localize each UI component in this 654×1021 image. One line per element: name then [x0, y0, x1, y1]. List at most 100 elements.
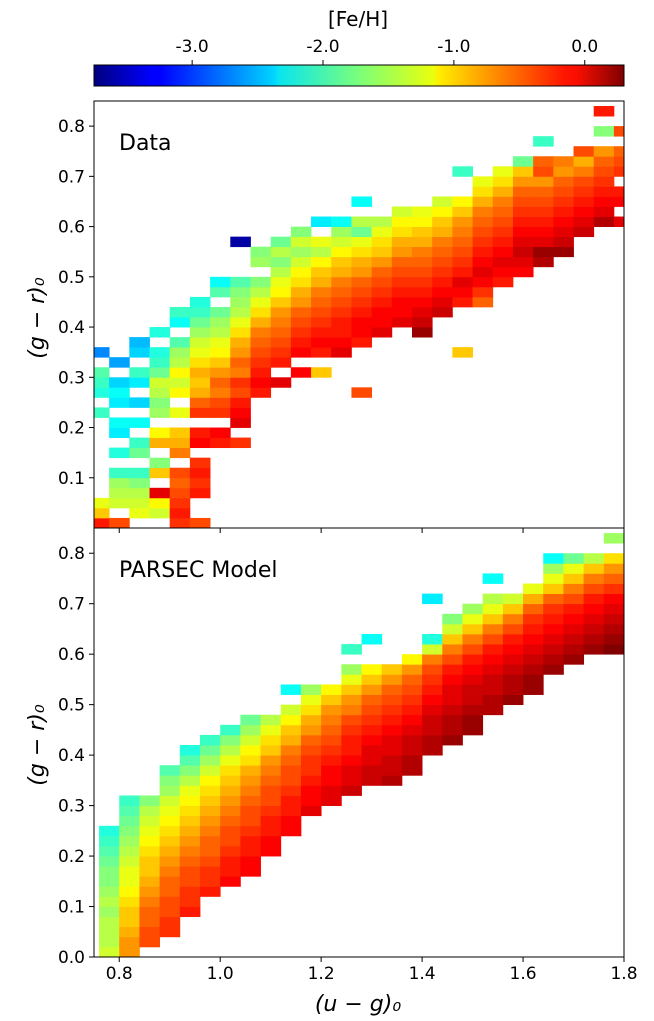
heatmap-cell — [129, 487, 150, 499]
heatmap-cell — [109, 397, 130, 408]
heatmap-cell — [169, 407, 191, 418]
heatmap-cell — [139, 866, 161, 877]
heatmap-cell — [240, 724, 261, 736]
heatmap-cell — [99, 866, 120, 877]
heatmap-cell — [502, 613, 524, 625]
heatmap-cell — [109, 467, 130, 479]
heatmap-cell — [270, 266, 292, 278]
heatmap-cells-parsec — [99, 533, 625, 958]
heatmap-cell — [159, 765, 181, 776]
heatmap-cell — [169, 487, 191, 499]
heatmap-cell — [462, 654, 484, 665]
heatmap-cell — [300, 704, 322, 716]
heatmap-cell — [523, 674, 544, 685]
heatmap-cell — [502, 654, 524, 665]
heatmap-cell — [543, 623, 564, 635]
heatmap-cell — [331, 317, 352, 328]
heatmap-cell — [583, 644, 605, 655]
heatmap-cell — [512, 186, 534, 197]
heatmap-cell — [543, 603, 564, 615]
heatmap-cell — [603, 633, 625, 645]
y-tick-label: 0.6 — [58, 218, 85, 238]
heatmap-cell — [523, 664, 544, 675]
heatmap-cell — [260, 845, 282, 857]
heatmap-cell — [422, 704, 443, 716]
heatmap-cell — [422, 745, 443, 756]
heatmap-cell — [401, 654, 423, 665]
heatmap-cell — [311, 246, 332, 258]
heatmap-cell — [230, 337, 251, 348]
heatmap-cell — [220, 745, 241, 756]
heatmap-cell — [210, 357, 231, 368]
heatmap-cell — [563, 583, 585, 595]
x-ticks-parsec: 0.8 1.0 1.2 1.4 1.6 1.8 — [106, 957, 638, 984]
heatmap-cell — [200, 805, 221, 817]
heatmap-cell — [482, 664, 504, 675]
heatmap-cell — [220, 876, 241, 887]
heatmap-cell — [230, 317, 251, 328]
heatmap-cell — [563, 644, 585, 655]
heatmap-cell — [482, 654, 504, 665]
heatmap-cell — [512, 196, 534, 207]
heatmap-cell — [583, 563, 605, 574]
colorbar-tick-label: 0.0 — [571, 37, 598, 57]
heatmap-cell — [189, 477, 211, 489]
heatmap-cell — [119, 886, 140, 897]
heatmap-cell — [240, 714, 261, 726]
heatmap-cell — [472, 256, 494, 268]
heatmap-cell — [230, 296, 251, 308]
heatmap-cell — [462, 613, 484, 625]
heatmap-cell — [139, 795, 161, 806]
heatmap-cell — [139, 805, 161, 817]
heatmap-cell — [502, 644, 524, 655]
heatmap-cell — [482, 644, 504, 655]
heatmap-cell — [331, 216, 352, 227]
heatmap-cell — [391, 266, 413, 278]
heatmap-cell — [472, 276, 494, 288]
heatmap-cell — [603, 613, 625, 625]
heatmap-cell — [593, 156, 615, 167]
heatmap-cell — [482, 613, 504, 625]
heatmap-cell — [99, 825, 120, 837]
heatmap-cell — [250, 367, 272, 378]
heatmap-cell — [99, 845, 120, 857]
heatmap-cell — [563, 593, 585, 605]
heatmap-cell — [452, 266, 473, 278]
heatmap-cell — [361, 724, 383, 736]
heatmap-cell — [492, 166, 514, 177]
heatmap-cell — [169, 467, 191, 479]
heatmap-cell — [240, 795, 261, 806]
heatmap-cell — [462, 633, 484, 645]
heatmap-cell — [573, 156, 595, 167]
heatmap-cell — [371, 226, 393, 238]
heatmap-cell — [432, 216, 453, 227]
heatmap-cell — [139, 896, 161, 907]
heatmap-cell — [139, 936, 161, 948]
heatmap-cell — [391, 216, 413, 227]
heatmap-cell — [119, 866, 140, 877]
heatmap-cell — [593, 186, 615, 197]
heatmap-cell — [129, 507, 150, 519]
heatmap-cell — [492, 276, 514, 288]
heatmap-cell — [371, 236, 393, 248]
heatmap-cell — [179, 795, 201, 806]
heatmap-cell — [230, 347, 251, 358]
heatmap-cell — [179, 856, 201, 867]
heatmap-cell — [533, 186, 554, 197]
colorbar-tick-label: -2.0 — [306, 37, 339, 57]
heatmap-cell — [512, 206, 534, 217]
heatmap-cell — [119, 916, 140, 928]
heatmap-cell — [533, 196, 554, 207]
heatmap-cell — [220, 815, 241, 827]
heatmap-cell — [482, 623, 504, 635]
heatmap-cell — [159, 906, 181, 918]
heatmap-cell — [341, 714, 362, 726]
heatmap-cell — [553, 236, 574, 248]
y-axis-label-bottom: (g − r)₀ — [25, 704, 50, 786]
heatmap-cell — [452, 276, 473, 288]
heatmap-cell — [109, 517, 130, 529]
heatmap-cell — [280, 815, 302, 827]
heatmap-cell — [523, 684, 544, 695]
heatmap-cell — [220, 795, 241, 806]
heatmap-cell — [321, 734, 342, 746]
